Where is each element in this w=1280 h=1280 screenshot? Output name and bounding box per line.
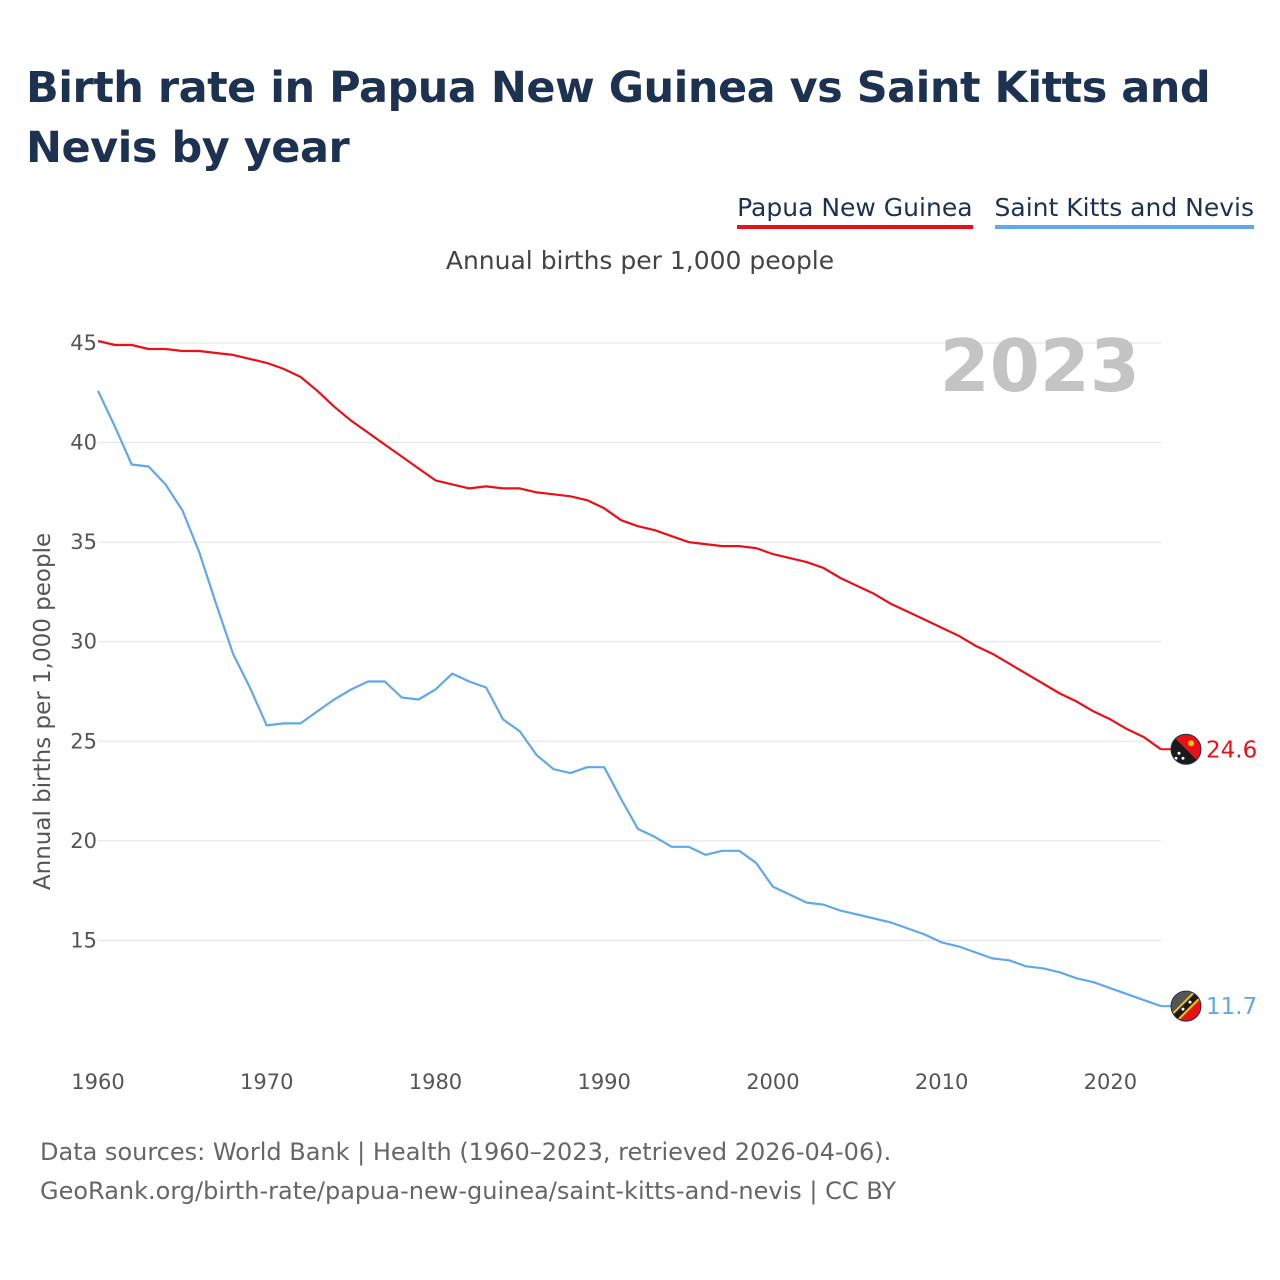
series-line-papua-new-guinea	[97, 339, 1162, 751]
y-tick-label-15: 15	[70, 928, 97, 952]
source-url-note: GeoRank.org/birth-rate/papua-new-guinea/…	[40, 1177, 897, 1205]
y-tick-label-40: 40	[70, 431, 97, 455]
y-tick-label-35: 35	[70, 530, 97, 554]
flag-border-saint-kitts-and-nevis	[1170, 990, 1202, 1022]
y-tick-label-20: 20	[70, 829, 97, 853]
footer: Data sources: World Bank | Health (1960–…	[40, 1133, 896, 1211]
year-watermark: 2023	[940, 324, 1140, 408]
x-tick-label-2010: 2010	[915, 1070, 968, 1094]
y-tick-label-30: 30	[70, 630, 97, 654]
chart-subtitle: Annual births per 1,000 people	[445, 246, 835, 275]
x-tick-label-2000: 2000	[746, 1070, 799, 1094]
flag-border-papua-new-guinea	[1170, 733, 1202, 765]
legend-item-papua-new-guinea[interactable]: Papua New Guinea	[737, 193, 973, 229]
x-tick-label-1970: 1970	[240, 1070, 293, 1094]
flag-icon-papua-new-guinea	[1171, 734, 1201, 765]
y-tick-label-25: 25	[70, 729, 97, 753]
x-tick-label-1990: 1990	[577, 1070, 630, 1094]
y-tick-label-45: 45	[70, 331, 97, 355]
x-tick-label-1980: 1980	[409, 1070, 462, 1094]
series-line-saint-kitts-and-nevis	[97, 390, 1162, 1008]
page-title: Birth rate in Papua New Guinea vs Saint …	[26, 63, 1211, 173]
x-tick-label-2020: 2020	[1084, 1070, 1137, 1094]
y-axis-label: Annual births per 1,000 people	[30, 533, 56, 890]
x-tick-label-1960: 1960	[71, 1070, 124, 1094]
end-value-label-papua-new-guinea: 24.6	[1206, 737, 1257, 763]
data-source-note: Data sources: World Bank | Health (1960–…	[40, 1138, 892, 1166]
legend: Papua New Guinea Saint Kitts and Nevis	[737, 193, 1254, 229]
legend-item-saint-kitts-and-nevis[interactable]: Saint Kitts and Nevis	[994, 193, 1254, 229]
end-value-label-saint-kitts-and-nevis: 11.7	[1206, 994, 1257, 1020]
flag-icon-saint-kitts-and-nevis	[1171, 991, 1201, 1022]
